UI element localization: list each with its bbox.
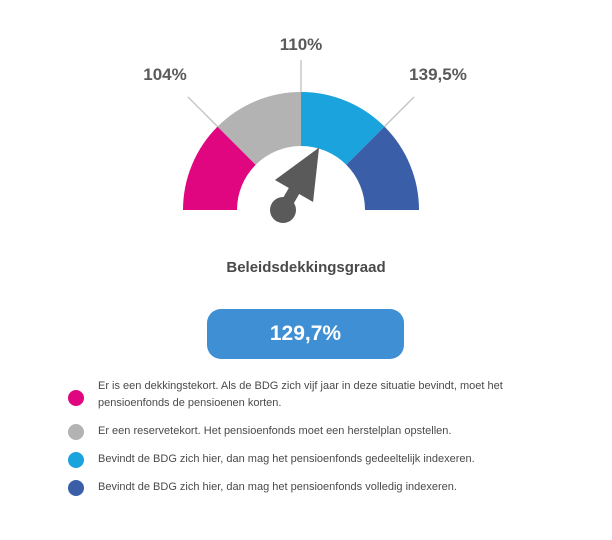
threshold-leader-line xyxy=(383,96,415,128)
gauge-needle xyxy=(270,147,320,223)
gauge-segment-gray xyxy=(217,92,301,165)
threshold-label: 104% xyxy=(143,65,186,84)
legend-text: Er een reservetekort. Het pensioenfonds … xyxy=(98,425,452,437)
legend-text: Er is een dekkingstekort. Als de BDG zic… xyxy=(98,380,503,409)
needle-arrowhead xyxy=(274,147,320,202)
legend-item-reservetekort: Er een reservetekort. Het pensioenfonds … xyxy=(68,423,568,440)
legend-dot-gray xyxy=(68,424,84,440)
legend-item-volledig: Bevindt de BDG zich hier, dan mag het pe… xyxy=(68,479,568,496)
threshold-leader-line xyxy=(187,96,219,128)
needle-shaft xyxy=(277,184,302,214)
legend: Er is een dekkingstekort. Als de BDG zic… xyxy=(68,378,568,507)
gauge-segment-cyan xyxy=(301,92,385,165)
value-label: 129,7% xyxy=(269,322,342,345)
legend-item-dekkingstekort: Er is een dekkingstekort. Als de BDG zic… xyxy=(68,378,568,412)
gauge-chart: 104% 110% 139,5% xyxy=(143,35,467,223)
gauge-title: Beleidsdekkingsgraad xyxy=(226,259,386,276)
legend-text: Bevindt de BDG zich hier, dan mag het pe… xyxy=(98,453,475,465)
legend-dot-cyan xyxy=(68,452,84,468)
threshold-label: 139,5% xyxy=(409,65,467,84)
legend-item-gedeeltelijk: Bevindt de BDG zich hier, dan mag het pe… xyxy=(68,451,568,468)
value-badge: 129,7% xyxy=(207,309,404,359)
gauge-segment-magenta xyxy=(183,126,256,210)
legend-dot-magenta xyxy=(68,390,84,406)
gauge-segment-blue xyxy=(346,126,419,210)
legend-text: Bevindt de BDG zich hier, dan mag het pe… xyxy=(98,481,457,493)
threshold-label: 110% xyxy=(280,35,323,54)
legend-dot-blue xyxy=(68,480,84,496)
